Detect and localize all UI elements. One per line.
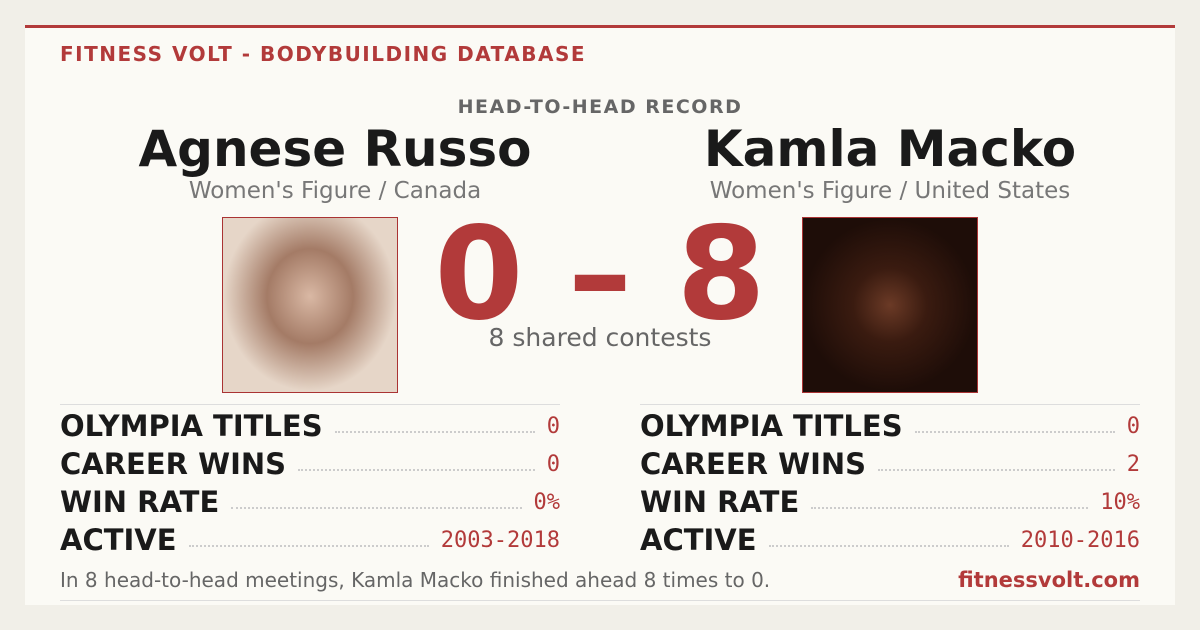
stat-label: ACTIVE bbox=[60, 523, 177, 557]
athlete-photo bbox=[222, 217, 398, 393]
athlete-subtitle: Women's Figure / United States bbox=[709, 178, 1071, 204]
stat-value: 2 bbox=[1126, 452, 1140, 477]
stat-label: CAREER WINS bbox=[60, 447, 287, 481]
athlete-name: Agnese Russo bbox=[138, 120, 532, 178]
stat-label: OLYMPIA TITLES bbox=[640, 409, 903, 443]
stat-label: WIN RATE bbox=[60, 485, 220, 519]
leader bbox=[811, 507, 1089, 509]
brand: FITNESS VOLT - BODYBUILDING DATABASE bbox=[60, 42, 587, 66]
stat-label: WIN RATE bbox=[640, 485, 800, 519]
summary: In 8 head-to-head meetings, Kamla Macko … bbox=[60, 568, 771, 592]
leader bbox=[188, 545, 429, 547]
score: 0 – 8 bbox=[25, 200, 1175, 349]
stats: OLYMPIA TITLES 0 CAREER WINS 0 WIN RATE 0% ACT… bbox=[60, 404, 560, 557]
stat-row: ACTIVE 2010-2016 bbox=[640, 519, 1140, 557]
stat-row: CAREER WINS 2 bbox=[640, 443, 1140, 481]
leader bbox=[768, 545, 1009, 547]
stat-value: 0 bbox=[546, 452, 560, 477]
stat-row: CAREER WINS 0 bbox=[60, 443, 560, 481]
stat-value: 0% bbox=[533, 490, 561, 515]
stat-value: 0 bbox=[546, 414, 560, 439]
leader bbox=[298, 469, 535, 471]
stat-value: 2003-2018 bbox=[440, 528, 560, 553]
stat-value: 10% bbox=[1100, 490, 1140, 515]
leader bbox=[334, 431, 535, 433]
stat-row: OLYMPIA TITLES 0 bbox=[640, 405, 1140, 443]
stat-label: ACTIVE bbox=[640, 523, 757, 557]
stat-value: 2010-2016 bbox=[1020, 528, 1140, 553]
leader bbox=[878, 469, 1115, 471]
athlete-photo bbox=[802, 217, 978, 393]
stat-value: 0 bbox=[1126, 414, 1140, 439]
athlete-subtitle: Women's Figure / Canada bbox=[188, 178, 482, 204]
footer: In 8 head-to-head meetings, Kamla Macko … bbox=[60, 568, 1140, 601]
stats: OLYMPIA TITLES 0 CAREER WINS 2 WIN RATE 10% AC… bbox=[640, 404, 1140, 557]
site-link[interactable]: fitnessvolt.com bbox=[958, 568, 1140, 592]
stat-row: ACTIVE 2003-2018 bbox=[60, 519, 560, 557]
athlete-name: Kamla Macko bbox=[703, 120, 1077, 178]
card: FITNESS VOLT - BODYBUILDING DATABASE HEA… bbox=[25, 25, 1175, 605]
section-title: HEAD-TO-HEAD RECORD bbox=[457, 96, 743, 118]
score-right: 8 bbox=[676, 200, 766, 349]
score-caption: 8 shared contests bbox=[488, 323, 712, 352]
score-separator: – bbox=[568, 200, 632, 349]
stat-label: CAREER WINS bbox=[640, 447, 867, 481]
leader bbox=[231, 507, 522, 509]
stat-row: WIN RATE 10% bbox=[640, 481, 1140, 519]
score-left: 0 bbox=[434, 200, 524, 349]
stat-label: OLYMPIA TITLES bbox=[60, 409, 323, 443]
stat-row: OLYMPIA TITLES 0 bbox=[60, 405, 560, 443]
leader bbox=[914, 431, 1115, 433]
stat-row: WIN RATE 0% bbox=[60, 481, 560, 519]
